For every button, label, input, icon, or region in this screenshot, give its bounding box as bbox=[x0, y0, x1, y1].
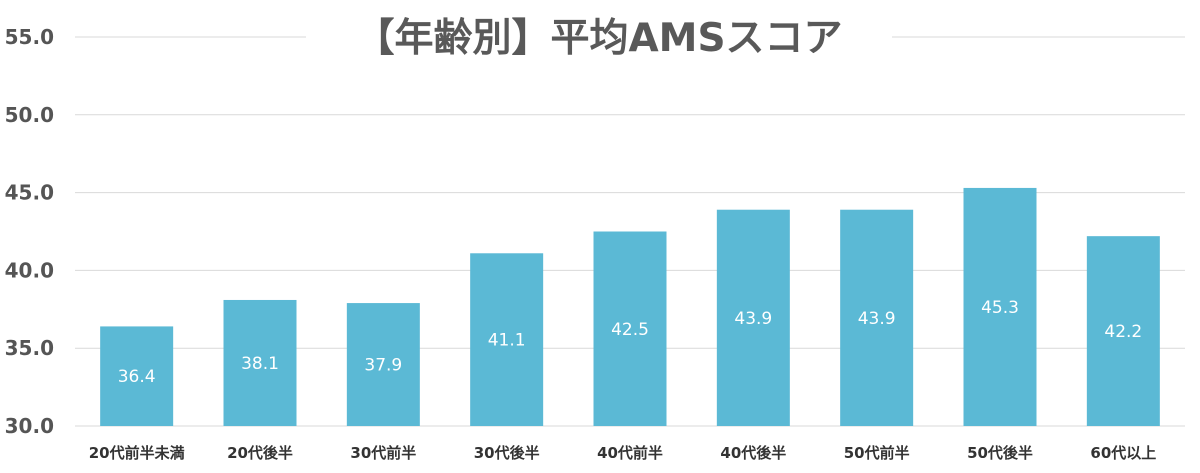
x-category-label: 40代前半 bbox=[597, 444, 663, 462]
x-category-label: 30代後半 bbox=[474, 444, 540, 462]
x-category-label: 30代前半 bbox=[350, 444, 416, 462]
labels-layer: 30.0 35.0 40.0 45.0 50.0 55.0 36.4 20代前半未満 38.1 2… bbox=[5, 25, 1157, 462]
bar bbox=[1086, 236, 1160, 426]
bar bbox=[100, 326, 174, 426]
y-tick-label: 45.0 bbox=[5, 181, 54, 205]
bar-value-label: 37.9 bbox=[364, 356, 402, 376]
x-category-label: 60代以上 bbox=[1090, 444, 1156, 462]
y-tick-label: 55.0 bbox=[5, 25, 54, 49]
bar bbox=[346, 303, 420, 426]
x-category-label: 20代前半未満 bbox=[89, 444, 185, 462]
x-category-label: 20代後半 bbox=[227, 444, 293, 462]
x-category-label: 50代前半 bbox=[844, 444, 910, 462]
bar bbox=[716, 209, 790, 426]
x-category-label: 40代後半 bbox=[720, 444, 786, 462]
bar-value-label: 36.4 bbox=[118, 367, 156, 387]
title-background bbox=[306, 7, 892, 69]
y-tick-label: 40.0 bbox=[5, 258, 54, 282]
bar bbox=[470, 253, 544, 426]
chart-title: 【年齢別】平均AMSスコア bbox=[355, 16, 842, 61]
bar-value-label: 42.5 bbox=[611, 320, 649, 340]
bar bbox=[593, 231, 667, 426]
bar bbox=[963, 187, 1037, 426]
bar-value-label: 43.9 bbox=[858, 309, 896, 329]
y-tick-label: 30.0 bbox=[5, 414, 54, 438]
bar bbox=[223, 299, 297, 426]
bar-value-label: 38.1 bbox=[241, 354, 279, 374]
y-tick-label: 35.0 bbox=[5, 336, 54, 360]
bar-value-label: 43.9 bbox=[734, 309, 772, 329]
bar-value-label: 45.3 bbox=[981, 298, 1019, 318]
bars-layer bbox=[100, 187, 1160, 426]
bar bbox=[840, 209, 914, 426]
bar-value-label: 42.2 bbox=[1104, 322, 1142, 342]
y-tick-label: 50.0 bbox=[5, 103, 54, 127]
bar-value-label: 41.1 bbox=[488, 331, 526, 351]
x-category-label: 50代後半 bbox=[967, 444, 1033, 462]
